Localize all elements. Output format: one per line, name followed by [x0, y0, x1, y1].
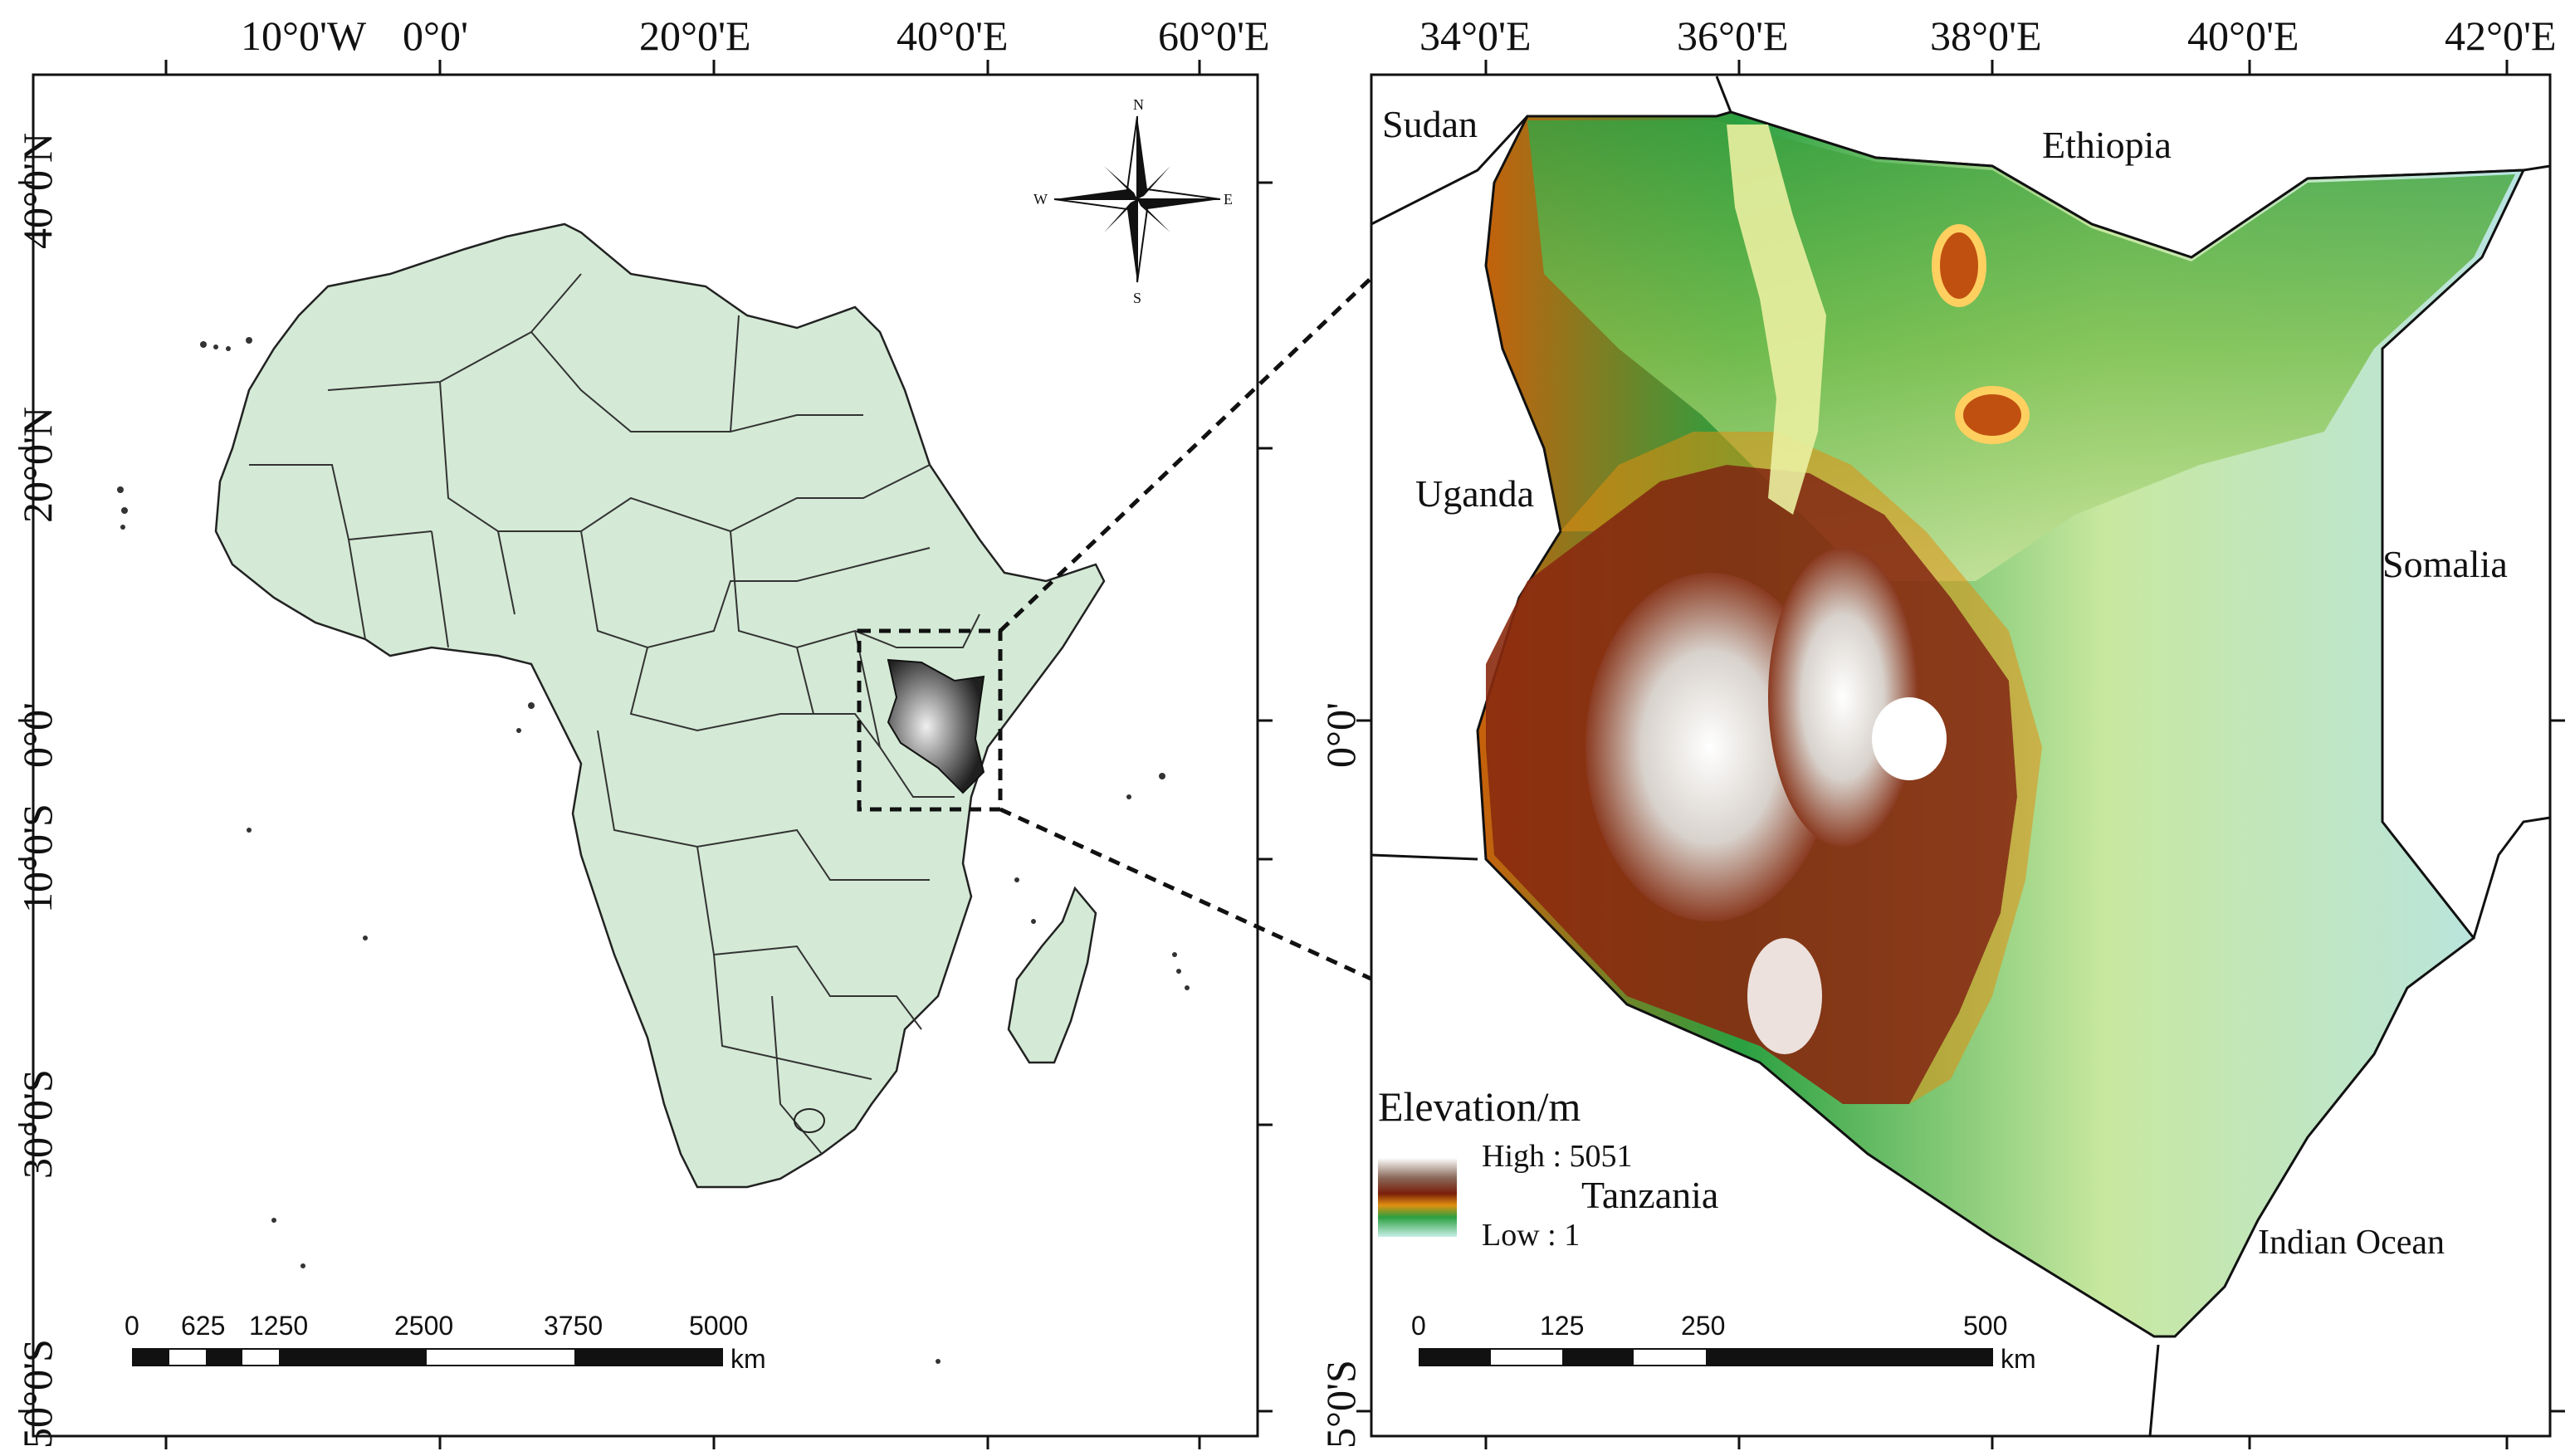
right-top-tick-label: 42°0'E [2445, 12, 2557, 59]
left-scale-tick: 2500 [394, 1311, 453, 1341]
lesotho-border [794, 1108, 825, 1133]
label-sudan: Sudan [1382, 103, 1478, 145]
right-top-tick-label: 40°0'E [2187, 12, 2299, 59]
label-uganda: Uganda [1415, 472, 1534, 515]
legend-low: Low : 1 [1482, 1218, 1580, 1253]
right-top-tick-label: 36°0'E [1677, 12, 1789, 59]
elevation-legend: Elevation/m High : 5051 Low : 1 [1378, 1083, 1633, 1253]
left-scalebar: 0 625 1250 2500 3750 5000 km [125, 1311, 766, 1374]
right-top-tick-label: 38°0'E [1930, 12, 2042, 59]
left-side-tick-label: 20°0'N [14, 407, 61, 523]
legend-title: Elevation/m [1378, 1083, 1581, 1130]
label-tanzania: Tanzania [1581, 1174, 1718, 1216]
mt-kulal [1932, 224, 1986, 307]
left-scale-tick: 1250 [249, 1311, 308, 1341]
madagascar [1007, 886, 1097, 1064]
mt-kenya-peak [1872, 697, 1947, 780]
left-side-tick-label: 40°0'N [14, 133, 61, 249]
right-map-panel: 34°0'E 36°0'E 38°0'E 40°0'E 42°0'E 0°0' … [1317, 12, 2565, 1449]
left-scale-tick: 625 [181, 1311, 225, 1341]
left-side-tick-label: 50°0'S [14, 1339, 61, 1449]
left-top-tick-label: 10°0'W [241, 12, 367, 59]
right-scale-tick: 0 [1411, 1311, 1426, 1341]
label-somalia: Somalia [2382, 543, 2508, 585]
legend-color-ramp [1378, 1158, 1457, 1237]
left-top-tick-label: 0°0' [403, 12, 468, 59]
compass-n: N [1133, 96, 1144, 113]
lake-turkana [1727, 125, 1826, 515]
mt-marsabit [1955, 386, 2030, 444]
label-ethiopia: Ethiopia [2042, 124, 2172, 166]
kenya-highlight [887, 658, 985, 794]
left-side-tick-label: 10°0'S [14, 804, 61, 913]
central-highlands [1768, 548, 1918, 847]
study-area-box [857, 628, 1003, 812]
southern-highlands [1747, 938, 1822, 1054]
right-scale-tick: 250 [1681, 1311, 1725, 1341]
right-scalebar: 0 125 250 500 km [1411, 1311, 2036, 1374]
left-scale-tick: 0 [125, 1311, 139, 1341]
left-scale-unit: km [730, 1344, 766, 1374]
islands [117, 337, 1190, 1364]
orange-band [1561, 432, 2042, 1104]
left-top-tick-label: 60°0'E [1158, 12, 1270, 59]
left-map-panel: 10°0'W 0°0' 20°0'E 40°0'E 60°0'E 40°0'N … [14, 12, 1273, 1449]
left-side-tick-label: 30°0'S [14, 1069, 61, 1179]
left-side-tick-label: 0°0' [14, 702, 61, 768]
right-tick-marks [1356, 60, 2565, 1449]
compass-w: W [1033, 191, 1048, 208]
country-borders [249, 273, 980, 1155]
left-top-tick-marks [18, 60, 1273, 1449]
right-side-tick-label: 5°0'S [1317, 1360, 1364, 1449]
right-side-tick-label: 0°0' [1317, 702, 1364, 768]
right-scale-tick: 500 [1963, 1311, 2007, 1341]
left-scale-tick: 5000 [689, 1311, 748, 1341]
left-scale-tick: 3750 [544, 1311, 603, 1341]
compass-s: S [1133, 290, 1141, 306]
north-arrow: N S E W [1033, 96, 1233, 306]
label-indian-ocean: Indian Ocean [2258, 1224, 2445, 1262]
right-scale-tick: 125 [1540, 1311, 1584, 1341]
left-top-tick-label: 40°0'E [897, 12, 1009, 59]
right-top-tick-label: 34°0'E [1419, 12, 1532, 59]
right-scale-unit: km [2001, 1344, 2036, 1374]
legend-high: High : 5051 [1482, 1139, 1633, 1174]
left-top-tick-label: 20°0'E [639, 12, 751, 59]
compass-e: E [1224, 191, 1233, 208]
